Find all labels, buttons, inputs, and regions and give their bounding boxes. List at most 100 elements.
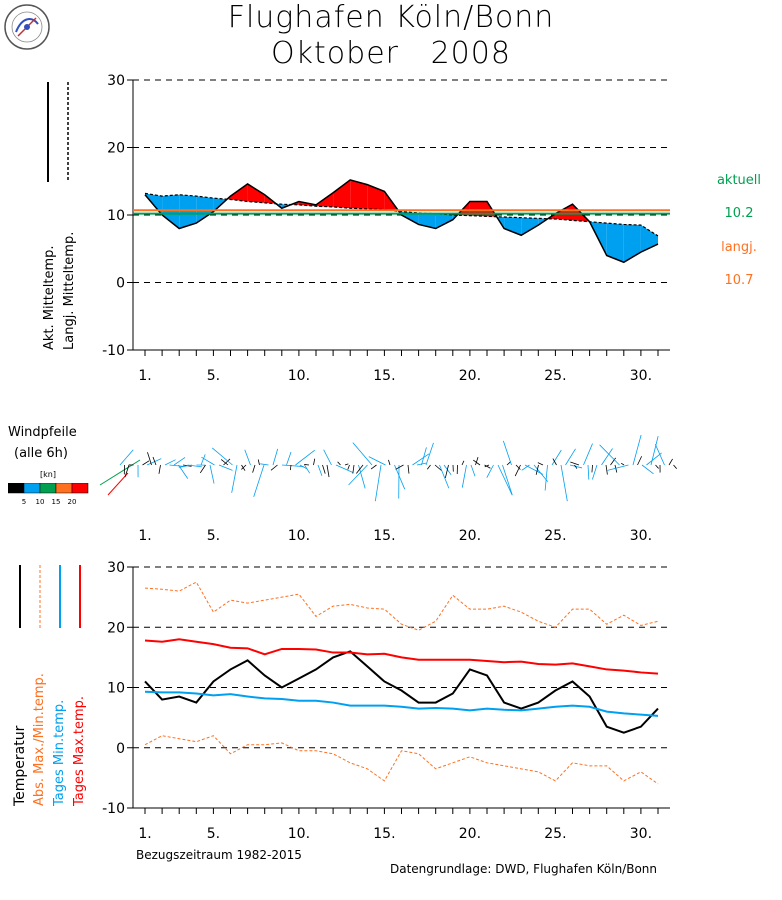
wind-arrow bbox=[668, 458, 673, 466]
deviation-area bbox=[521, 217, 539, 236]
aktuell-label: aktuell bbox=[716, 173, 762, 188]
wind-arrow bbox=[607, 464, 629, 471]
wind-arrows bbox=[99, 435, 677, 502]
wind-arrow bbox=[281, 464, 304, 467]
deviation-area bbox=[469, 201, 487, 217]
wind-arrow bbox=[569, 464, 583, 469]
temperature-series-line bbox=[144, 650, 659, 734]
wind-arrow bbox=[348, 464, 368, 486]
wind-arrow bbox=[591, 464, 593, 473]
wind-arrow bbox=[370, 464, 377, 470]
temp-y-tick-label: 10 bbox=[107, 681, 125, 697]
actual-mean-line bbox=[144, 179, 659, 264]
aktuell-value: 10.2 bbox=[724, 206, 754, 221]
wind-scale-label: 10 bbox=[36, 498, 45, 505]
wind-scale-label: 15 bbox=[52, 498, 61, 505]
wind-arrow bbox=[637, 456, 643, 466]
temperature-series-line bbox=[144, 735, 659, 785]
temp-y-tick-label: 30 bbox=[107, 560, 125, 576]
wind-arrow bbox=[304, 464, 310, 466]
wind-arrow bbox=[650, 436, 659, 466]
mean-x-tick-label: 30. bbox=[630, 368, 652, 384]
wind-arrow bbox=[426, 464, 431, 470]
wind-arrow bbox=[352, 442, 373, 466]
deviation-area bbox=[247, 183, 265, 203]
mean-x-tick-label: 15. bbox=[373, 368, 395, 384]
temp-x-tick-label: 10. bbox=[288, 826, 310, 842]
wind-arrow bbox=[257, 459, 260, 466]
wind-arrow bbox=[475, 457, 479, 466]
wind-arrow bbox=[486, 464, 494, 478]
wind-arrow bbox=[374, 464, 382, 502]
wind-arrow bbox=[502, 464, 513, 496]
wind-arrow bbox=[551, 449, 562, 466]
daily-temperature-chart: 30 20 10 0 -10 1. 5. 10. 15. 20. 25. 30. bbox=[102, 560, 670, 842]
wind-arrow bbox=[570, 461, 580, 466]
wind-arrow bbox=[164, 459, 176, 466]
wind-arrow bbox=[231, 464, 238, 493]
temp-x-tick-label: 25. bbox=[544, 826, 566, 842]
wind-arrow bbox=[461, 460, 465, 466]
wind-arrow bbox=[158, 464, 161, 474]
wind-arrow bbox=[178, 464, 193, 468]
wind-speed-color-scale: 5 10 15 20 bbox=[8, 483, 89, 505]
longterm-mean-line bbox=[144, 192, 659, 237]
wind-x-tick-label: 30. bbox=[630, 528, 652, 544]
deviation-area bbox=[162, 194, 180, 229]
wind-arrow bbox=[434, 464, 442, 471]
deviation-area bbox=[230, 183, 248, 202]
mean-y-tick-label: -10 bbox=[102, 343, 125, 359]
wind-arrow bbox=[461, 464, 467, 488]
wind-arrow bbox=[211, 447, 233, 466]
wind-arrow bbox=[388, 459, 391, 466]
wind-arrow bbox=[620, 462, 625, 466]
wind-arrow bbox=[641, 464, 654, 475]
mean-temperature-chart: 30 20 10 0 -10 1. 5. 10. 15. 20. 25. 30. bbox=[102, 73, 670, 384]
langj-value: 10.7 bbox=[724, 273, 754, 288]
wind-arrow bbox=[317, 464, 323, 476]
wind-arrow bbox=[514, 464, 521, 477]
wind-arrow bbox=[654, 444, 665, 466]
legend-temp-lines bbox=[19, 565, 81, 628]
wind-arrow bbox=[473, 459, 481, 466]
wind-arrow bbox=[260, 463, 269, 466]
mean-y-tick-label: 20 bbox=[107, 141, 125, 157]
wind-arrow bbox=[560, 464, 568, 502]
wind-arrow bbox=[209, 464, 215, 484]
wind-arrow bbox=[270, 464, 278, 471]
deviation-area bbox=[418, 212, 436, 229]
wind-arrow bbox=[173, 457, 186, 466]
wind-arrow bbox=[605, 464, 608, 475]
data-source: Datengrundlage: DWD, Flughafen Köln/Bonn bbox=[390, 862, 658, 876]
wind-arrow bbox=[124, 464, 130, 478]
wind-arrow bbox=[326, 464, 330, 478]
wind-arrow bbox=[610, 457, 616, 466]
temp-x-tick-label: 1. bbox=[138, 826, 151, 842]
wind-arrow bbox=[335, 464, 354, 473]
wind-arrow bbox=[537, 462, 544, 466]
wind-arrow bbox=[502, 440, 512, 466]
dwd-logo bbox=[4, 4, 50, 50]
wind-arrow bbox=[352, 464, 355, 474]
wind-arrow bbox=[220, 459, 229, 466]
wind-arrow bbox=[552, 458, 557, 466]
wind-scale-swatch bbox=[71, 483, 89, 494]
deviation-area bbox=[179, 194, 197, 229]
wind-arrow bbox=[313, 458, 316, 466]
wind-arrow bbox=[295, 449, 315, 466]
wind-arrow bbox=[107, 472, 129, 496]
wind-arrow bbox=[583, 443, 593, 466]
wind-scale-label: 20 bbox=[68, 498, 77, 505]
mean-x-tick-label: 5. bbox=[207, 368, 220, 384]
wind-x-tick-label: 25. bbox=[544, 528, 566, 544]
wind-arrow bbox=[289, 464, 292, 471]
temp-x-tick-label: 15. bbox=[373, 826, 395, 842]
wind-arrow bbox=[142, 460, 150, 466]
wind-arrow bbox=[286, 451, 292, 466]
deviation-area bbox=[333, 179, 351, 209]
wind-arrow bbox=[601, 448, 613, 466]
wind-arrow bbox=[99, 459, 141, 486]
wind-arrow bbox=[444, 464, 449, 479]
wind-arrow bbox=[544, 464, 548, 491]
deviation-area bbox=[606, 223, 624, 263]
